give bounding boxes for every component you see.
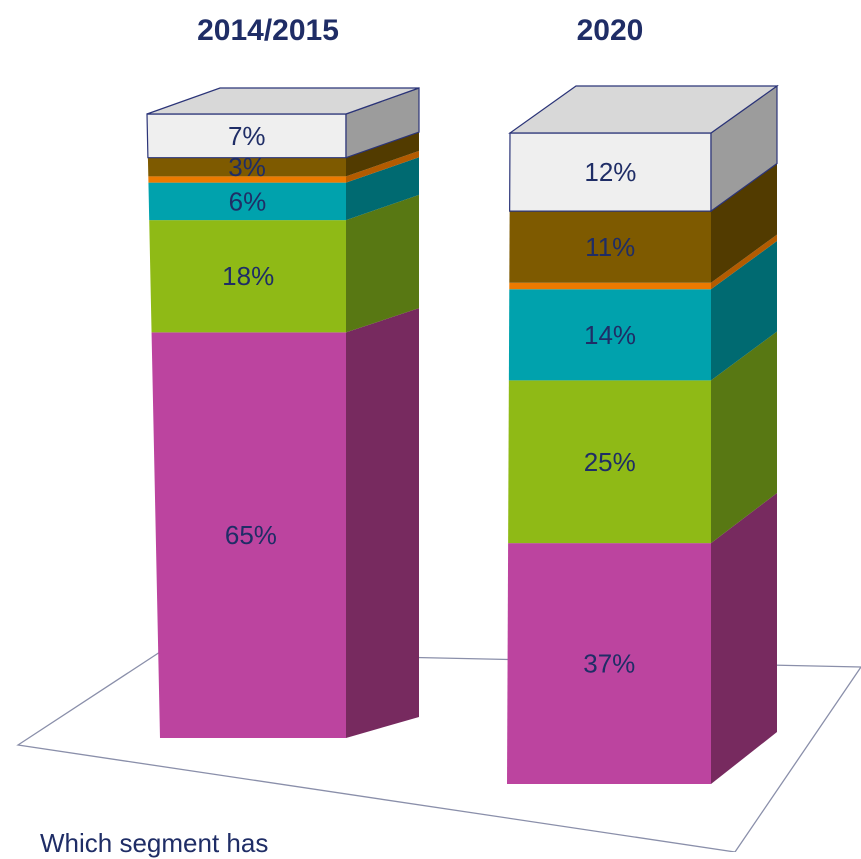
data-label: 6% bbox=[229, 186, 267, 216]
question-text: Which segment has bbox=[40, 828, 269, 858]
bar-segment-side bbox=[711, 234, 777, 290]
bar-segment-front bbox=[149, 220, 346, 333]
chart-floor bbox=[16, 651, 861, 852]
bar-top-face bbox=[146, 87, 420, 115]
data-label: 65% bbox=[225, 520, 277, 550]
bar-column-0 bbox=[146, 87, 420, 738]
data-label: 3% bbox=[228, 152, 266, 182]
bar-column-1 bbox=[507, 84, 779, 784]
data-label: 14% bbox=[584, 320, 636, 350]
data-labels: 65% 18% 6% 3%7% 37% 25% 14% 11% 12% bbox=[222, 121, 636, 679]
bar-segment-side bbox=[711, 241, 777, 381]
bar-segment-front bbox=[147, 157, 346, 177]
data-label: 25% bbox=[584, 447, 636, 477]
floor-plane bbox=[16, 651, 861, 852]
bar-segment-side bbox=[346, 308, 419, 738]
data-label: 18% bbox=[222, 261, 274, 291]
bar-top-face bbox=[508, 85, 779, 134]
bar-segment-front bbox=[508, 289, 711, 381]
bar-segment-side bbox=[346, 157, 419, 221]
bar-segment-side bbox=[346, 132, 419, 177]
bar-segment-side bbox=[346, 150, 419, 183]
bar-segment-side bbox=[711, 163, 777, 283]
bar-segment-side bbox=[711, 492, 777, 784]
bars bbox=[146, 84, 779, 784]
bar-segment-front bbox=[509, 211, 711, 283]
data-label: 37% bbox=[583, 649, 635, 679]
bar-segment-front bbox=[509, 282, 711, 290]
bar-segment-side bbox=[346, 194, 419, 333]
bar-segment-front bbox=[508, 380, 711, 544]
column-title: 2020 bbox=[577, 14, 644, 47]
column-titles: 2014/2015 2020 bbox=[197, 14, 643, 47]
bar-segment-front bbox=[151, 332, 346, 738]
bar-segment-side bbox=[711, 331, 777, 544]
bar-segment-front bbox=[148, 182, 346, 221]
data-label: 11% bbox=[585, 232, 635, 262]
bar-segment-front bbox=[507, 543, 711, 784]
bar-segment-front bbox=[148, 176, 346, 183]
data-label: 7% bbox=[228, 121, 266, 151]
column-title: 2014/2015 bbox=[197, 14, 339, 47]
data-label: 12% bbox=[584, 157, 636, 187]
